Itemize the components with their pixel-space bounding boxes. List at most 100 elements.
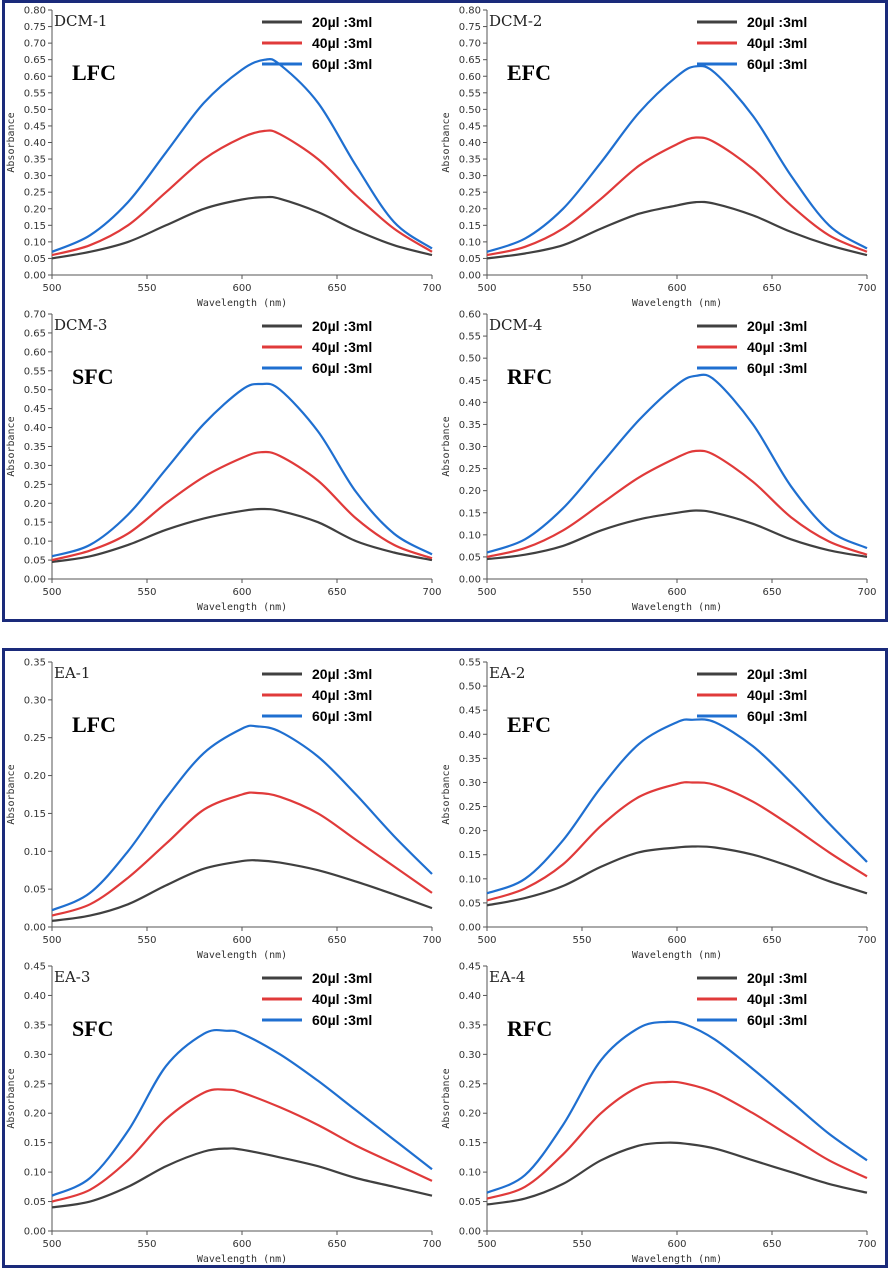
legend-label: 40µl :3ml [747,339,807,355]
x-tick-label: 700 [857,935,876,946]
y-tick-label: 0.40 [459,138,481,149]
y-tick-label: 0.65 [24,328,46,339]
y-tick-label: 0.50 [459,354,481,365]
plot-title: EA-3 [54,968,90,986]
y-tick-label: 0.10 [459,530,481,541]
sample-label: RFC [507,364,552,389]
y-tick-label: 0.15 [459,221,481,232]
sample-label: EFC [507,712,551,737]
x-tick-label: 500 [42,1239,61,1250]
y-tick-label: 0.50 [459,682,481,693]
sample-label: RFC [507,1016,552,1041]
y-tick-label: 0.20 [24,1109,46,1120]
x-tick-label: 600 [667,935,686,946]
legend-label: 20µl :3ml [747,14,807,30]
y-tick-label: 0.65 [24,55,46,66]
y-axis-title: Absorbance [6,112,17,172]
y-tick-label: 0.60 [24,72,46,83]
y-tick-label: 0.60 [459,310,481,321]
y-tick-label: 0.05 [459,254,481,265]
y-tick-label: 0.10 [24,537,46,548]
y-tick-label: 0.05 [24,556,46,567]
sample-label: SFC [72,1016,114,1041]
x-axis-title: Wavelength (nm) [197,602,287,613]
y-tick-label: 0.20 [24,771,46,782]
y-tick-label: 0.55 [24,88,46,99]
y-tick-label: 0.30 [459,171,481,182]
series-line [486,200,868,260]
legend-label: 40µl :3ml [312,687,372,703]
plot-title: DCM-2 [489,12,542,30]
y-tick-label: 0.25 [24,733,46,744]
series-line [51,450,433,562]
x-tick-label: 650 [327,935,346,946]
chart-dcm-3: 0.00 0.05 0.10 0.15 0.20 0.25 0.30 0.35 0.40 0.45… [6,310,442,614]
y-tick-label: 0.00 [459,271,481,282]
y-tick-label: 0.55 [459,658,481,669]
y-tick-label: 0.75 [24,22,46,33]
legend-label: 60µl :3ml [312,360,372,376]
series-line [51,507,433,564]
x-tick-label: 500 [477,1239,496,1250]
series-line [486,1080,868,1200]
y-tick-label: 0.45 [459,962,481,973]
legend-label: 20µl :3ml [312,318,372,334]
y-tick-label: 0.20 [459,486,481,497]
chart-dcm-4: 0.00 0.05 0.10 0.15 0.20 0.25 0.30 0.35 0.40 0.45… [441,310,877,614]
series-line [51,195,433,260]
series-line [486,781,868,902]
y-tick-label: 0.40 [24,991,46,1002]
chart-ea-1: 0.00 0.05 0.10 0.15 0.20 0.25 0.30 0.35 500 550 60… [6,658,442,962]
y-tick-label: 0.15 [24,1138,46,1149]
legend-label: 20µl :3ml [747,666,807,682]
y-tick-label: 0.25 [24,1079,46,1090]
y-tick-label: 0.40 [459,991,481,1002]
x-tick-label: 550 [572,1239,591,1250]
legend-label: 20µl :3ml [312,14,372,30]
x-tick-label: 700 [857,587,876,598]
y-tick-label: 0.15 [24,809,46,820]
chart-dcm-1: 0.00 0.05 0.10 0.15 0.20 0.25 0.30 0.35 0.40 0.45… [6,6,442,310]
y-tick-label: 0.05 [459,552,481,563]
x-tick-label: 600 [232,1239,251,1250]
y-tick-label: 0.35 [24,155,46,166]
legend-label: 60µl :3ml [747,708,807,724]
series-line [51,859,433,922]
legend-label: 60µl :3ml [747,1012,807,1028]
series-line [51,1028,433,1197]
y-axis-title: Absorbance [441,1068,452,1128]
plot-title: EA-2 [489,664,525,682]
series-line [51,57,433,253]
y-tick-label: 0.30 [459,778,481,789]
y-tick-label: 0.00 [24,923,46,934]
series-line [51,791,433,917]
y-tick-label: 0.20 [459,1109,481,1120]
sample-label: LFC [72,712,116,737]
y-tick-label: 0.25 [459,1079,481,1090]
y-tick-label: 0.65 [459,55,481,66]
y-tick-label: 0.45 [24,121,46,132]
y-tick-label: 0.10 [24,847,46,858]
dcm-figure-frame [2,0,888,622]
y-tick-label: 0.50 [459,105,481,116]
y-tick-label: 0.00 [459,1227,481,1238]
sample-label: LFC [72,60,116,85]
x-tick-label: 550 [572,935,591,946]
y-tick-label: 0.25 [459,464,481,475]
y-axis-title: Absorbance [6,1068,17,1128]
y-tick-label: 0.45 [459,376,481,387]
y-tick-label: 0.45 [459,121,481,132]
legend-label: 40µl :3ml [312,35,372,51]
y-tick-label: 0.00 [459,575,481,586]
y-tick-label: 0.30 [459,442,481,453]
y-tick-label: 0.55 [459,88,481,99]
y-tick-label: 0.35 [24,658,46,669]
chart-ea-3: 0.00 0.05 0.10 0.15 0.20 0.25 0.30 0.35 0.40 0.45… [6,962,442,1266]
y-tick-label: 0.70 [459,39,481,50]
legend-label: 20µl :3ml [747,970,807,986]
y-tick-label: 0.10 [24,237,46,248]
legend-label: 20µl :3ml [747,318,807,334]
x-tick-label: 550 [137,1239,156,1250]
x-tick-label: 650 [762,1239,781,1250]
x-tick-label: 550 [137,587,156,598]
